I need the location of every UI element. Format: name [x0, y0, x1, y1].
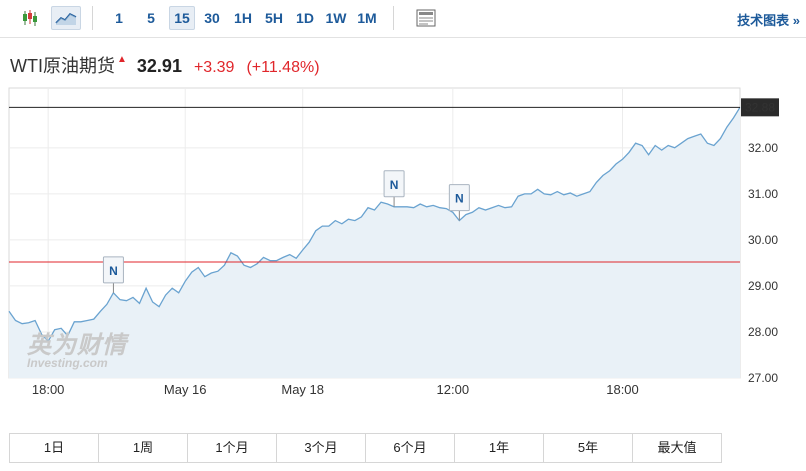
y-tick-label: 32.00 [748, 141, 778, 155]
timeframe-button-30[interactable]: 30 [204, 10, 220, 26]
news-flag-box [448, 184, 470, 212]
timeframe-button-1h[interactable]: 1H [234, 10, 252, 26]
up-arrow-icon: ▲ [117, 54, 127, 65]
news-flag-label: N [390, 178, 399, 192]
watermark-cn-text: 英为财情 [27, 332, 127, 359]
x-tick-label: 18:00 [32, 382, 65, 397]
x-tick-label: 12:00 [437, 382, 470, 397]
y-tick-label: 31.00 [748, 187, 778, 201]
news-flag[interactable]: N [448, 184, 470, 221]
candlestick-icon[interactable] [17, 6, 43, 30]
last-price-tag [741, 98, 779, 117]
news-flag[interactable]: N [383, 170, 405, 207]
news-flag[interactable]: N [102, 256, 124, 293]
toolbar-divider [393, 6, 394, 30]
time-range-bar: 1日 1周 1个月 3个月 6个月 1年 5年 最大值 [9, 433, 722, 463]
x-tick-label: May 18 [281, 382, 324, 397]
news-flag-label: N [455, 192, 464, 206]
timeframe-button-1m[interactable]: 1M [357, 10, 377, 26]
investing-watermark-logo: 英为财情 Investing.com [27, 325, 127, 370]
news-flag-label: N [109, 264, 118, 278]
news-panel-icon[interactable] [413, 6, 439, 30]
technical-chart-link[interactable]: 技术图表 » [737, 13, 800, 28]
line-chart-icon[interactable] [51, 6, 81, 30]
last-price: 32.91 [136, 56, 182, 76]
x-tick-label: May 16 [164, 382, 207, 397]
range-button-2[interactable]: 1个月 [188, 434, 277, 462]
price-area-fill [9, 107, 740, 379]
news-flag-box [383, 170, 405, 198]
y-tick-label: 27.00 [748, 371, 778, 385]
y-tick-label: 28.00 [748, 325, 778, 339]
price-chart[interactable]: 27.00 28.00 29.00 30.00 31.00 32.00 18:00 May 1… [0, 80, 806, 422]
toolbar-divider [92, 6, 93, 30]
price-change-percent: (+11.48%) [246, 59, 320, 76]
watermark-en-text: Investing.com [27, 356, 108, 370]
x-tick-label: 18:00 [606, 382, 639, 397]
range-button-7[interactable]: 最大值 [657, 440, 697, 455]
range-button-5[interactable]: 1年 [455, 434, 544, 462]
timeframe-button-1w[interactable]: 1W [325, 10, 347, 26]
timeframe-button-5h[interactable]: 5H [265, 10, 283, 26]
last-price-tag-label: 32.88 [745, 100, 775, 114]
range-button-1[interactable]: 1周 [99, 434, 188, 462]
range-button-6[interactable]: 5年 [544, 434, 633, 462]
timeframe-button-1[interactable]: 1 [115, 10, 123, 26]
timeframe-button-5[interactable]: 5 [147, 10, 155, 26]
y-tick-label: 29.00 [748, 279, 778, 293]
chart-toolbar: 1 5 15 30 1H 5H 1D 1W 1M 技术图表 » [0, 0, 806, 38]
price-line [8, 106, 741, 343]
timeframe-button-15[interactable]: 15 [169, 6, 195, 30]
news-flag-box [102, 256, 124, 284]
range-button-4[interactable]: 6个月 [366, 434, 455, 462]
instrument-name: WTI原油期货 [10, 56, 115, 76]
timeframe-button-1d[interactable]: 1D [296, 10, 314, 26]
instrument-header: WTI原油期货 ▲ 32.91 +3.39 (+11.48%) [10, 52, 320, 78]
range-button-0[interactable]: 1日 [10, 434, 99, 462]
price-change: +3.39 [193, 59, 235, 76]
y-tick-label: 30.00 [748, 233, 778, 247]
range-button-3[interactable]: 3个月 [277, 434, 366, 462]
